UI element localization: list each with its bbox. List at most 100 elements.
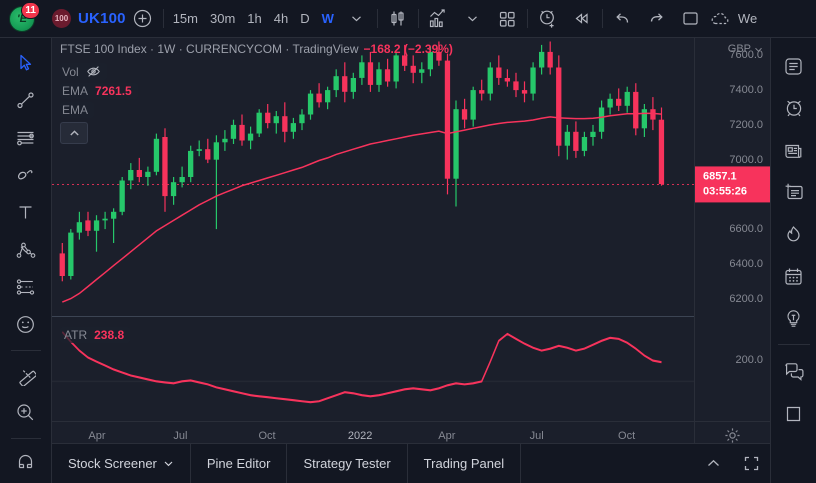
zoom-in-icon[interactable] (6, 395, 46, 429)
time-tick: Jul (529, 429, 544, 442)
chevron-down-icon (755, 47, 762, 52)
top-toolbar: 'E 11 100 UK100 15m 30m 1h 4h D W (0, 0, 816, 38)
cloud-dashed-icon[interactable] (708, 0, 734, 38)
interval-w[interactable]: W (321, 11, 334, 26)
chart-panes: FTSE 100 Index · 1W · CURRENCYCOM · Trad… (52, 38, 770, 421)
atr-tick: 200.0 (735, 353, 763, 366)
text-icon[interactable] (6, 196, 46, 230)
chevron-up-icon[interactable] (694, 444, 732, 483)
tab-trading-panel[interactable]: Trading Panel (408, 444, 522, 483)
alarm-clock-icon[interactable] (775, 88, 813, 128)
tab-stock-screener-label: Stock Screener (68, 456, 157, 471)
chat-bubbles-icon[interactable] (775, 351, 813, 391)
interval-30m[interactable]: 30m (210, 11, 236, 26)
time-tick: Oct (258, 429, 276, 442)
replay-icon[interactable] (565, 0, 599, 38)
price-scale[interactable]: GBP 7600.0 7400.0 7200.0 7000.0 6600.0 6400.0… (694, 38, 770, 421)
drawing-toolbar (0, 38, 52, 483)
symbol-name[interactable]: UK100 (78, 10, 126, 27)
user-avatar-wrapper[interactable]: 'E 11 (0, 0, 44, 38)
legend-item-ema-1[interactable]: EMA 7261.5 (60, 83, 138, 99)
indicators-chevron-down-icon[interactable] (456, 0, 490, 38)
current-price-badge[interactable]: 6857.1 03:55:26 (695, 166, 770, 203)
time-tick: Oct (618, 429, 636, 442)
interval-15m[interactable]: 15m (172, 11, 198, 26)
toolbar-divider (601, 9, 603, 28)
currency-selector[interactable]: GBP (728, 43, 763, 55)
brush-icon[interactable] (6, 158, 46, 192)
templates-grid-icon[interactable] (490, 0, 524, 38)
atr-chart (52, 331, 694, 404)
layout-icon[interactable] (674, 0, 708, 38)
chevron-up-icon[interactable] (60, 122, 88, 144)
legend-ema1-label: EMA (62, 84, 89, 98)
interval-4h[interactable]: 4h (273, 11, 289, 26)
chart-canvas-column[interactable]: FTSE 100 Index · 1W · CURRENCYCOM · Trad… (52, 38, 694, 421)
ruler-icon[interactable] (6, 358, 46, 392)
forecast-icon[interactable] (6, 270, 46, 304)
notes-icon[interactable] (775, 393, 813, 433)
tab-stock-screener[interactable]: Stock Screener (52, 444, 191, 483)
time-tick: Apr (438, 429, 456, 442)
atr-legend[interactable]: ATR 238.8 (60, 327, 131, 343)
toolbar-separator (10, 437, 41, 439)
toolbar-divider (417, 9, 419, 28)
data-window-icon[interactable] (775, 172, 813, 212)
undo-icon[interactable] (606, 0, 640, 38)
xabcd-pattern-icon[interactable] (6, 233, 46, 267)
price-tick: 6200.0 (729, 292, 763, 305)
gear-icon[interactable] (694, 421, 770, 450)
alarm-add-icon[interactable] (531, 0, 565, 38)
candlestick-chart (52, 41, 694, 303)
candlestick-icon[interactable] (381, 0, 415, 38)
legend-item-ema-2[interactable]: EMA (60, 102, 95, 118)
magnet-icon[interactable] (6, 446, 46, 480)
time-scale-track[interactable]: Apr Jul Oct 2022 Apr Jul Oct (52, 422, 694, 450)
notification-badge[interactable]: 11 (21, 1, 40, 19)
chevron-down-icon (164, 461, 173, 467)
price-tick: 6400.0 (729, 257, 763, 270)
flame-icon[interactable] (775, 214, 813, 254)
interval-d[interactable]: D (300, 11, 310, 26)
atr-pane[interactable]: ATR 238.8 (52, 317, 694, 421)
chart-area: FTSE 100 Index · 1W · CURRENCYCOM · Trad… (52, 38, 770, 483)
toolbar-separator (10, 350, 41, 351)
pane-separator[interactable] (52, 316, 694, 317)
atr-label: ATR (64, 328, 88, 342)
sidebar-separator (777, 344, 810, 345)
price-tick: 7400.0 (729, 84, 763, 97)
trend-line-icon[interactable] (6, 83, 46, 117)
smiley-icon[interactable] (6, 308, 46, 342)
price-tick: 7600.0 (729, 49, 763, 62)
interval-1h[interactable]: 1h (247, 11, 262, 26)
fullscreen-icon[interactable] (732, 444, 770, 483)
cursor-icon[interactable] (6, 46, 46, 80)
price-tick: 6600.0 (729, 223, 763, 236)
chevron-down-icon[interactable] (340, 0, 374, 38)
tab-strategy-tester[interactable]: Strategy Tester (287, 444, 408, 483)
watchlist-icon[interactable] (775, 46, 813, 86)
news-icon[interactable] (775, 130, 813, 170)
legend-ema1-value: 7261.5 (95, 84, 132, 98)
current-price-value: 6857.1 (703, 170, 737, 183)
lightbulb-icon[interactable] (775, 298, 813, 338)
price-tick: 7200.0 (729, 118, 763, 131)
legend-ema2-label: EMA (62, 103, 89, 117)
tab-pine-editor[interactable]: Pine Editor (191, 444, 288, 483)
symbol-group[interactable]: 100 UK100 (44, 9, 126, 28)
symbol-logo-icon: 100 (52, 9, 71, 28)
toolbar-divider (526, 9, 528, 28)
price-pane[interactable]: FTSE 100 Index · 1W · CURRENCYCOM · Trad… (52, 38, 694, 316)
legend-item-vol[interactable]: Vol (60, 63, 107, 80)
indicators-icon[interactable] (422, 0, 456, 38)
redo-icon[interactable] (640, 0, 674, 38)
price-tick: 7000.0 (729, 153, 763, 166)
legend-vol-label: Vol (62, 64, 79, 79)
cloud-status-label: We (737, 11, 758, 26)
toolbar-divider (162, 9, 164, 28)
horizontal-lines-icon[interactable] (6, 121, 46, 155)
eye-hidden-icon[interactable] (86, 64, 101, 79)
calendar-icon[interactable] (775, 256, 813, 296)
add-symbol-button[interactable] (126, 0, 160, 38)
